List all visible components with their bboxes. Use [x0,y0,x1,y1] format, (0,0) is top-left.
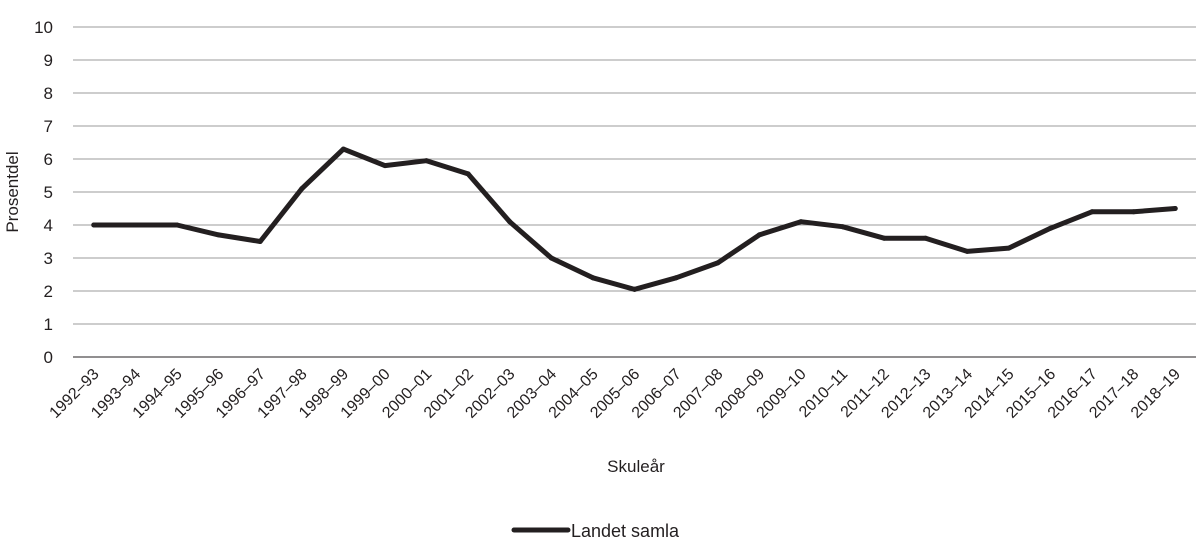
data-point [798,219,804,225]
y-tick-label: 4 [44,216,53,235]
data-point [424,158,429,164]
data-point [216,232,222,238]
data-point [923,235,929,241]
y-tick-label: 5 [44,183,53,202]
data-point [132,222,138,228]
y-tick-label: 8 [44,84,53,103]
y-axis-title: Prosentdel [3,151,22,232]
data-point [548,255,554,261]
legend-label: Landet samla [571,521,680,541]
data-point [715,260,721,266]
data-point [1172,206,1178,211]
data-point [881,235,887,241]
series-line [91,146,1178,292]
data-point [340,146,346,152]
x-axis-title: Skuleår [607,457,665,476]
y-tick-label: 7 [44,117,53,136]
y-tick-label: 3 [44,249,53,268]
data-point [673,275,679,281]
data-point [1131,209,1137,215]
y-tick-label: 6 [44,150,53,169]
data-point [507,219,513,225]
data-point [964,248,970,254]
series-group [91,146,1178,292]
data-point [1089,209,1095,215]
data-point [590,275,596,281]
y-tick-label: 10 [34,18,53,37]
data-point [91,222,97,228]
data-point [257,239,263,244]
y-tick-label: 1 [44,315,53,334]
y-tick-label: 9 [44,51,53,70]
data-point [382,163,388,169]
data-point [756,232,762,238]
grid-lines [73,26,1196,358]
data-point [1006,245,1012,251]
y-axis-ticks: 0 1 2 3 4 5 6 7 8 9 10 [34,18,53,367]
y-tick-label: 0 [44,348,53,367]
data-point [1047,225,1053,231]
data-point [632,286,637,292]
legend: Landet samla [511,521,680,541]
y-tick-label: 2 [44,282,53,301]
data-point [299,186,305,192]
data-point [465,171,471,177]
x-axis-ticks: 1992–931993–941994–951995–961996–971997–… [47,366,1185,422]
data-point [174,222,180,228]
data-point [840,224,845,230]
